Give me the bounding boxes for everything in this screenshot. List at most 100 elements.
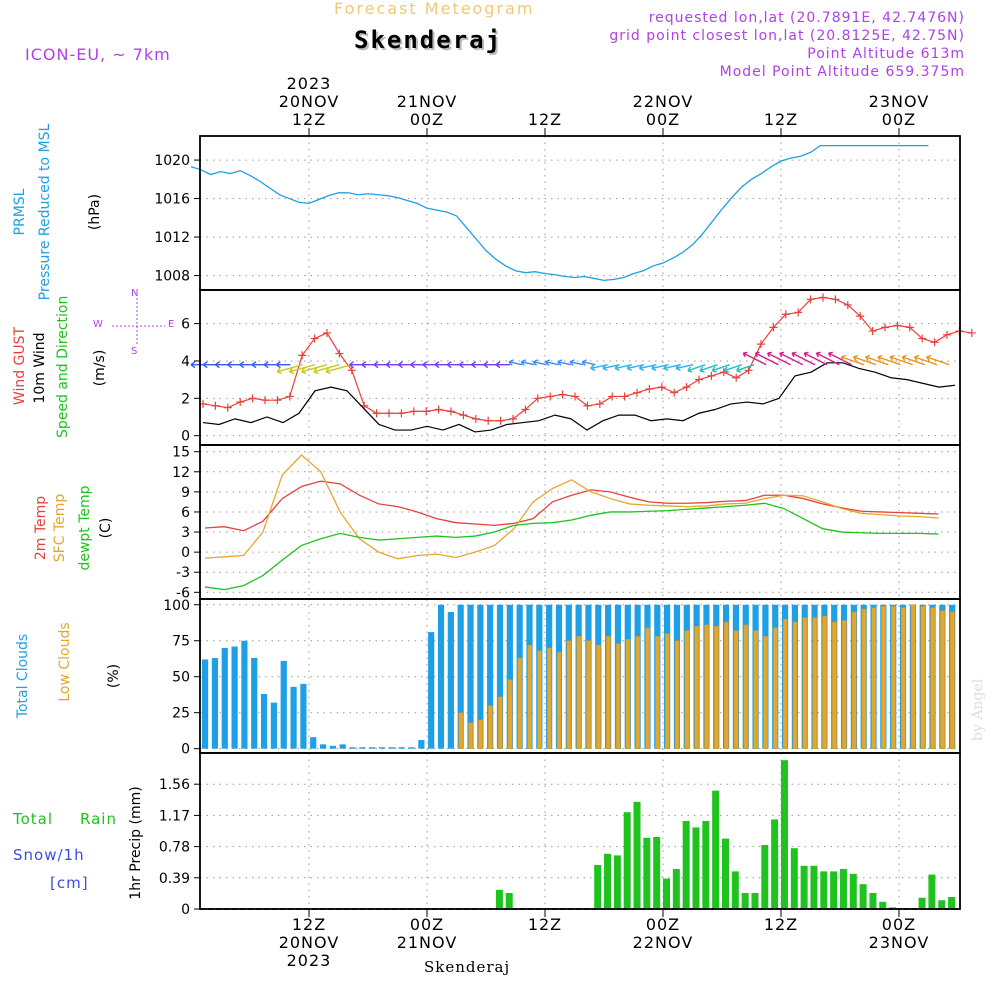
- wind-direction-arrow-head: [590, 364, 596, 372]
- bar-precip: [869, 893, 877, 909]
- bar-precip: [712, 790, 720, 909]
- wind-direction-arrow: [865, 356, 889, 366]
- wind-gust-point: [943, 330, 951, 339]
- wind-direction-arrow-head: [325, 367, 331, 375]
- label-snow-unit: [cm]: [50, 874, 89, 892]
- wind-gust-point: [335, 349, 344, 358]
- wind-direction-arrow-head: [865, 354, 871, 362]
- wind-direction-arrow-head: [349, 361, 355, 369]
- wind-gust-point: [323, 328, 331, 337]
- wind-direction-arrow-head: [638, 364, 645, 372]
- wind-gust-point: [546, 392, 555, 401]
- wind-direction-arrow-head: [545, 359, 551, 366]
- bar-low-clouds: [556, 651, 562, 749]
- wind-direction-arrow: [803, 352, 828, 366]
- wind-gust-point: [732, 373, 741, 382]
- bar-precip: [663, 878, 671, 909]
- bar-low-clouds: [763, 636, 769, 749]
- wind-direction-arrow-head: [602, 364, 608, 372]
- bar-total-clouds: [418, 740, 425, 749]
- bar-low-clouds: [861, 608, 867, 749]
- bar-low-clouds: [841, 620, 847, 749]
- bar-precip: [771, 819, 779, 909]
- wind-direction-arrow: [841, 356, 865, 366]
- bar-low-clouds: [507, 679, 513, 749]
- time-label-bottom: 22NOV: [633, 933, 694, 952]
- bar-total-clouds: [447, 611, 454, 749]
- wind-gust-point: [757, 340, 765, 349]
- wind-direction-arrow: [853, 356, 877, 366]
- wind-direction-arrow: [926, 356, 950, 366]
- wind-direction-arrow: [687, 364, 706, 372]
- bar-low-clouds: [832, 621, 837, 749]
- time-label-bottom: 12Z: [528, 915, 562, 934]
- point-altitude: Point Altitude 613m: [807, 46, 965, 62]
- bar-low-clouds: [674, 640, 680, 749]
- wind-direction-arrow-head: [901, 354, 907, 362]
- series-2m-temp: [204, 480, 939, 532]
- wind-direction-arrow-head: [251, 361, 257, 369]
- bar-total-clouds: [408, 747, 415, 749]
- wind-gust-point: [868, 327, 877, 336]
- bar-low-clouds: [871, 607, 877, 749]
- bar-precip: [859, 884, 867, 909]
- wind-direction-arrow-head: [313, 367, 319, 375]
- wind-direction-arrow: [508, 361, 523, 366]
- bar-precip: [653, 837, 661, 909]
- bar-low-clouds: [517, 657, 523, 749]
- wind-direction-arrow: [742, 352, 767, 366]
- time-label-bottom: 23NOV: [869, 933, 930, 952]
- wind-direction-arrow: [712, 364, 730, 372]
- wind-gust-point: [223, 403, 232, 412]
- bar-precip: [928, 874, 936, 909]
- wind-direction-arrow-head: [557, 359, 563, 366]
- time-label-bottom: 12Z: [764, 915, 798, 934]
- bar-low-clouds: [890, 605, 896, 749]
- bar-total-clouds: [378, 747, 386, 749]
- bar-total-clouds: [241, 640, 248, 749]
- series-10m-wind: [202, 362, 956, 433]
- wind-direction-arrow-head: [803, 351, 809, 358]
- bar-precip: [830, 871, 838, 909]
- y-tick-label: 1016: [154, 192, 190, 208]
- bar-total-clouds: [437, 604, 445, 749]
- bar-low-clouds: [487, 705, 493, 749]
- time-label-top: 12Z: [528, 110, 562, 129]
- wind-direction-arrow-head: [471, 361, 477, 369]
- bar-low-clouds: [753, 630, 759, 749]
- time-label-top: 22NOV: [633, 92, 694, 111]
- bar-precip: [495, 889, 503, 909]
- wind-gust-point: [397, 409, 406, 418]
- bar-precip: [879, 901, 887, 909]
- time-label-bottom: 00Z: [646, 915, 680, 934]
- bar-low-clouds: [566, 640, 572, 749]
- wind-gust-point: [967, 328, 976, 337]
- bar-precip: [692, 827, 700, 909]
- bar-low-clouds: [497, 696, 503, 749]
- wind-direction-arrow-head: [711, 366, 717, 373]
- footer-location: Skenderaj: [424, 958, 511, 976]
- wind-gust-point: [211, 401, 220, 410]
- bar-total-clouds: [231, 646, 238, 749]
- wind-direction-arrow-head: [614, 364, 620, 372]
- bar-total-clouds: [221, 647, 228, 749]
- wind-direction-arrow: [557, 361, 572, 366]
- wind-direction-arrow-head: [651, 364, 657, 372]
- y-tick-label: 0: [181, 545, 190, 561]
- wind-direction-arrow-head: [483, 361, 489, 369]
- wind-direction-arrow: [289, 364, 315, 373]
- wind-gust-point: [558, 390, 567, 399]
- wind-direction-arrow-head: [214, 361, 220, 369]
- wind-direction-arrow-head: [422, 361, 428, 369]
- bar-low-clouds: [478, 719, 483, 749]
- wind-direction-arrow: [724, 364, 743, 372]
- bar-low-clouds: [576, 636, 582, 749]
- wind-direction-arrow-head: [239, 361, 245, 369]
- wind-direction-arrow: [889, 356, 913, 366]
- wind-gust-point: [905, 323, 914, 332]
- bar-low-clouds: [949, 611, 955, 749]
- wind-direction-arrow: [675, 364, 694, 370]
- wind-direction-arrow-head: [263, 361, 269, 369]
- bar-precip: [810, 865, 818, 909]
